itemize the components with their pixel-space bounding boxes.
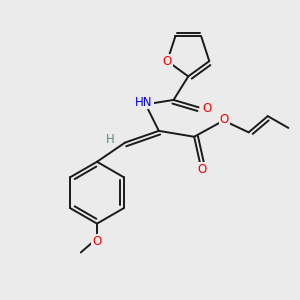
Text: O: O <box>197 163 206 176</box>
Text: H: H <box>106 133 115 146</box>
Text: HN: HN <box>135 95 153 109</box>
Text: O: O <box>220 113 229 126</box>
Text: O: O <box>163 55 172 68</box>
Text: O: O <box>202 102 212 115</box>
Text: O: O <box>92 235 102 248</box>
